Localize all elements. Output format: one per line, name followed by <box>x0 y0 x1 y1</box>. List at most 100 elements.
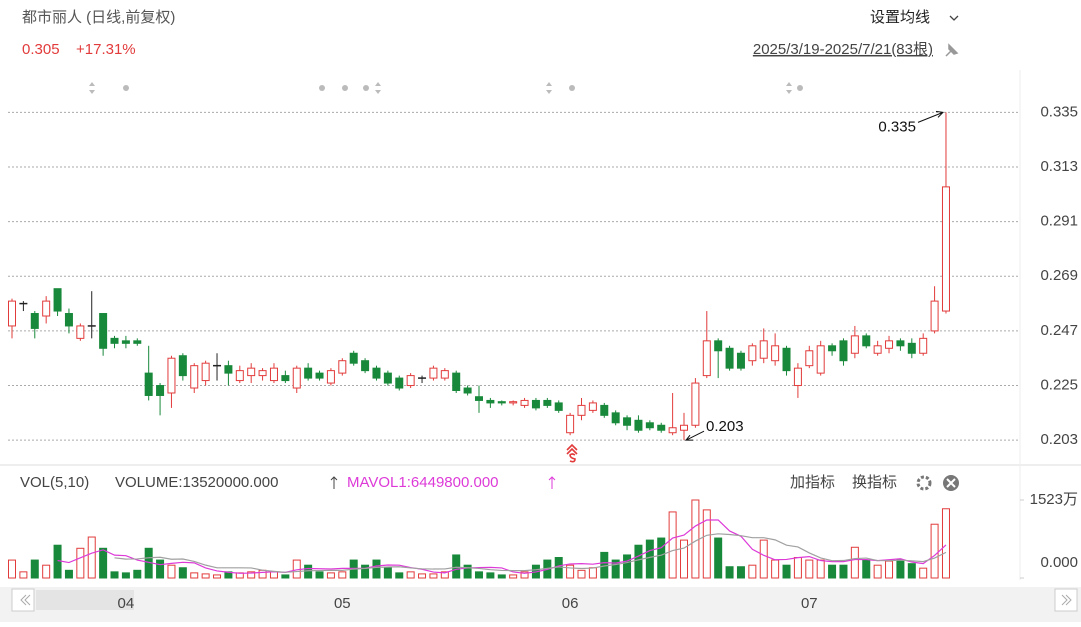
volume-bar <box>885 560 894 579</box>
signal-marker <box>566 443 578 463</box>
volume-bar <box>156 559 165 579</box>
candle-body <box>190 365 199 389</box>
ma-setting-button[interactable]: 设置均线 <box>870 9 930 26</box>
candle-body <box>133 340 142 344</box>
volume-bar <box>8 559 16 579</box>
x-tick-label: 07 <box>801 595 818 612</box>
volume-bar <box>725 566 734 579</box>
volume-bar <box>793 557 802 579</box>
volume-bar <box>99 547 108 579</box>
volume-text: VOLUME:13520000.000 <box>115 474 278 491</box>
settings-icon[interactable] <box>916 475 932 491</box>
candle-body <box>782 347 791 372</box>
volume-bar <box>326 572 335 579</box>
volume-bar <box>782 564 791 579</box>
candle-body <box>850 335 859 354</box>
candle-body <box>167 357 176 394</box>
volume-bar <box>862 559 871 579</box>
candle-body <box>520 399 529 406</box>
candle-body <box>8 300 16 327</box>
candle-body <box>429 367 438 379</box>
candle-body <box>201 362 210 382</box>
volume-bar <box>771 559 780 579</box>
y-tick-label: 0.313 <box>1040 158 1078 175</box>
volume-bar <box>452 554 461 579</box>
y-tick-label: 0.247 <box>1040 322 1078 339</box>
candle-body <box>531 399 540 409</box>
min-arrow <box>684 430 705 441</box>
scroll-left-button[interactable] <box>11 588 35 612</box>
pin-icon[interactable] <box>945 43 959 57</box>
volume-bar <box>566 564 575 579</box>
candle-body <box>862 335 871 347</box>
candle-body <box>121 340 130 344</box>
candle-body <box>816 345 825 374</box>
candle-body <box>406 375 415 387</box>
candle-body <box>281 375 290 382</box>
candle-body <box>828 345 837 352</box>
volume-bar <box>418 573 427 579</box>
candle-body <box>440 370 449 379</box>
volume-bar <box>691 499 700 579</box>
x-tick-label: 04 <box>118 595 135 612</box>
volume-bar <box>645 539 654 579</box>
volume-bar <box>167 564 176 579</box>
add-indicator-button[interactable]: 加指标 <box>790 474 835 491</box>
volume-bar <box>269 571 278 579</box>
candle-body <box>156 385 165 396</box>
x-tick-label: 06 <box>562 595 579 612</box>
candle-body <box>76 325 85 339</box>
candle-body <box>247 367 256 377</box>
scroll-bar[interactable] <box>0 587 1081 622</box>
volume-bar <box>759 539 768 579</box>
volume-bar <box>702 509 711 579</box>
mavol-line <box>57 519 947 574</box>
volume-bar <box>133 569 142 579</box>
candle-body <box>748 345 757 362</box>
candle-body <box>42 300 51 317</box>
switch-indicator-button[interactable]: 换指标 <box>852 474 897 491</box>
candle-body <box>657 424 666 431</box>
candle-body <box>361 360 370 372</box>
volume-bar <box>201 573 210 579</box>
volume-bar <box>19 571 28 579</box>
x-tick-label: 05 <box>334 595 351 612</box>
candle-body <box>315 372 324 379</box>
candle-body <box>235 370 244 382</box>
scroll-right-button[interactable] <box>1054 588 1078 612</box>
candle-body <box>543 399 552 406</box>
candle-body <box>269 367 278 382</box>
scroll-right-icon <box>1061 594 1072 606</box>
volume-bar <box>736 566 745 579</box>
volume-bar <box>680 539 689 579</box>
volume-arrow <box>330 476 338 489</box>
candle-body <box>623 417 632 426</box>
candle-body <box>691 382 700 426</box>
scroll-thumb[interactable] <box>36 590 134 610</box>
mavol-arrow <box>548 476 556 489</box>
y-tick-label: 0.000 <box>1040 554 1078 571</box>
volume-bar <box>440 571 449 579</box>
candle-body <box>554 402 563 411</box>
volume-bar <box>520 571 529 579</box>
volume-bar <box>87 536 96 579</box>
candle-body <box>668 427 677 434</box>
candle-body <box>930 300 939 332</box>
y-tick-label: 0.203 <box>1040 431 1078 448</box>
chart-title: 都市丽人 (日线,前复权) <box>22 8 175 26</box>
candle-body <box>110 337 119 344</box>
volume-bar <box>474 571 483 579</box>
volume-bar <box>634 544 643 579</box>
volume-bar <box>896 559 905 579</box>
volume-bar <box>429 573 438 579</box>
candle-body <box>64 313 73 327</box>
candle-body <box>885 340 894 349</box>
candle-body <box>372 367 381 379</box>
volume-bar <box>315 571 324 579</box>
dropdown-icon[interactable] <box>949 15 959 21</box>
volume-bar <box>338 571 347 579</box>
volume-bar <box>919 567 928 579</box>
candle-body <box>30 313 39 329</box>
volume-bar <box>213 574 222 579</box>
candle-body <box>53 288 62 312</box>
